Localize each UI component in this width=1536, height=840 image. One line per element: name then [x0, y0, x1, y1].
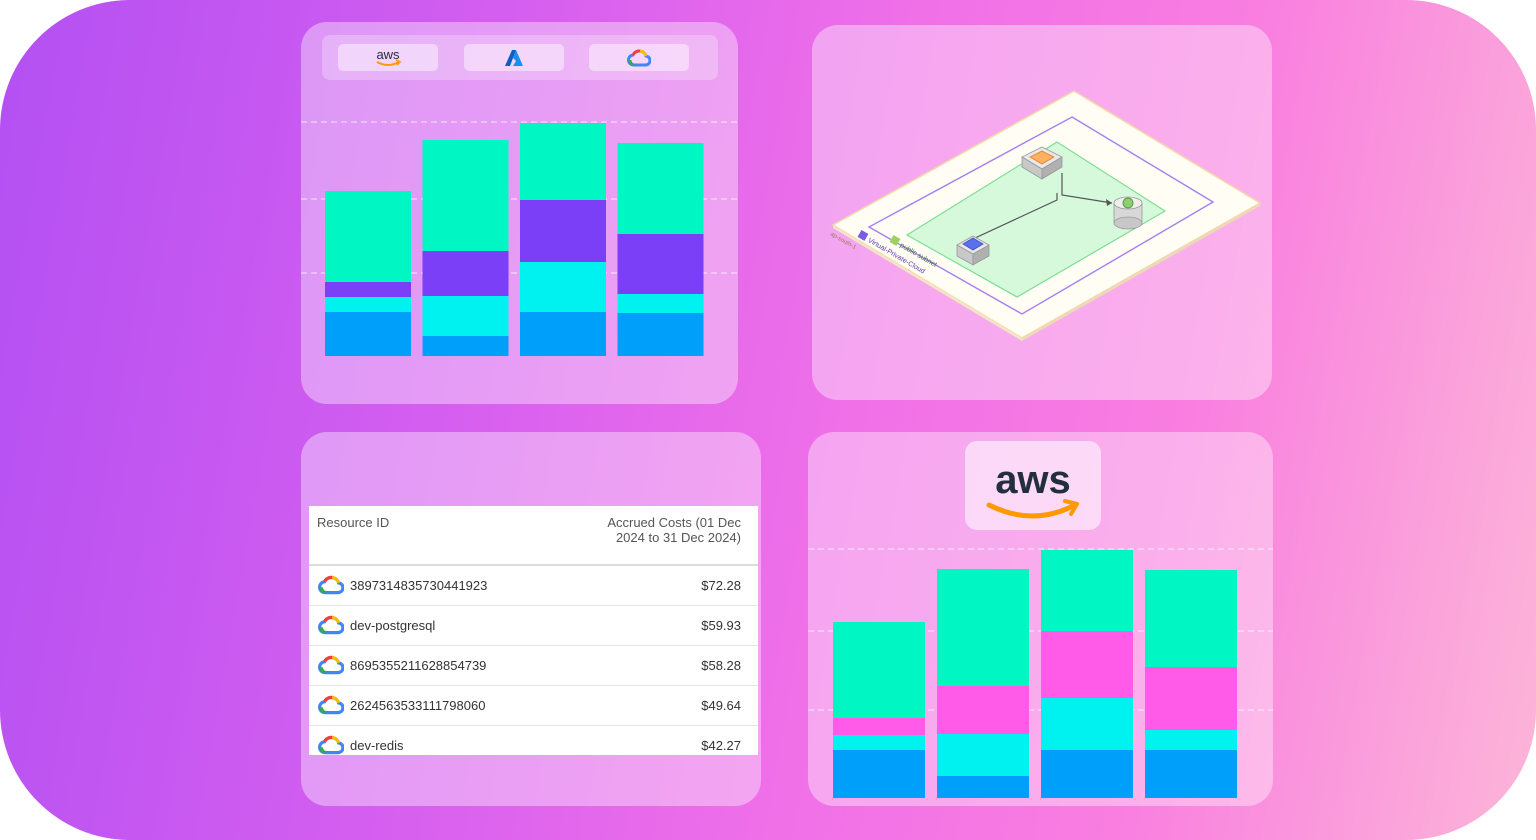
- provider-tab-google-cloud[interactable]: [589, 44, 689, 71]
- resource-cost: $49.64: [701, 698, 741, 713]
- bar-segment: [1041, 698, 1133, 750]
- resource-id: 3897314835730441923: [350, 578, 488, 593]
- bar-segment: [617, 294, 704, 313]
- aws-logo-icon: aws: [376, 47, 402, 66]
- bar-segment: [1145, 750, 1237, 798]
- resource-cost: $72.28: [701, 578, 741, 593]
- bar-segment: [422, 251, 509, 296]
- google-cloud-logo-icon: [318, 695, 344, 715]
- table-row[interactable]: 3897314835730441923 $72.28: [309, 566, 758, 606]
- bar-segment: [422, 336, 509, 356]
- aws-stacked-bar-chart: [808, 548, 1273, 798]
- infrastructure-diagram-card: public subnet Virtual-Private-Cloud ap-s…: [812, 25, 1272, 400]
- bar-segment: [1145, 730, 1237, 750]
- connector-line: [1061, 173, 1113, 204]
- bar-segment: [520, 123, 606, 200]
- svg-text:aws: aws: [995, 458, 1071, 502]
- vpc-boundary: [867, 116, 1215, 315]
- bar-segment: [325, 312, 411, 356]
- resource-id: 2624563533111798060: [350, 698, 486, 713]
- column-header-resource-id[interactable]: Resource ID: [317, 515, 390, 530]
- bar-segment: [325, 297, 411, 312]
- provider-selector: aws: [322, 35, 718, 80]
- bar-segment: [937, 569, 1029, 686]
- bar-segment: [617, 143, 704, 234]
- resource-id: dev-redis: [350, 738, 404, 753]
- azure-logo-icon: [505, 49, 523, 66]
- multi-cloud-cost-card: aws: [301, 22, 738, 404]
- bar-segment: [833, 750, 925, 798]
- aws-logo-icon: aws: [986, 458, 1079, 519]
- aws-badge: aws: [965, 441, 1101, 530]
- isometric-vpc-diagram: public subnet Virtual-Private-Cloud ap-s…: [829, 90, 1262, 341]
- bar-segment: [325, 282, 411, 297]
- bar-segment: [1041, 631, 1133, 698]
- table-row[interactable]: 8695355211628854739 $58.28: [309, 646, 758, 686]
- table-header: Resource ID Accrued Costs (01 Dec 2024 t…: [309, 506, 758, 566]
- compute-node-icon: [1021, 146, 1063, 180]
- svg-text:aws: aws: [376, 47, 400, 62]
- bar-segment: [325, 191, 411, 282]
- database-node-icon: [1113, 196, 1143, 230]
- bar-segment: [617, 234, 704, 294]
- google-cloud-logo-icon: [318, 655, 344, 675]
- resource-cost: $58.28: [701, 658, 741, 673]
- column-header-accrued-costs[interactable]: Accrued Costs (01 Dec 2024 to 31 Dec 202…: [607, 515, 741, 545]
- bar-segment: [833, 735, 925, 750]
- google-cloud-logo-icon: [318, 735, 344, 755]
- load-balancer-node-icon: [956, 235, 990, 266]
- bar-segment: [520, 312, 606, 356]
- resource-cost: $59.93: [701, 618, 741, 633]
- bar-segment: [937, 734, 1029, 776]
- bar-segment: [833, 622, 925, 718]
- bar-segment: [937, 686, 1029, 734]
- resource-id: 8695355211628854739: [350, 658, 487, 673]
- multi-cloud-stacked-bar-chart: [301, 121, 738, 356]
- provider-tab-azure[interactable]: [464, 44, 564, 71]
- bar-segment: [422, 296, 509, 336]
- bar-segment: [520, 262, 606, 312]
- google-cloud-logo-icon: [627, 49, 651, 66]
- table-row[interactable]: 2624563533111798060 $49.64: [309, 686, 758, 726]
- bar-segment: [833, 718, 925, 735]
- resource-cost-table: Resource ID Accrued Costs (01 Dec 2024 t…: [309, 506, 758, 755]
- table-row[interactable]: dev-postgresql $59.93: [309, 606, 758, 646]
- provider-tab-aws[interactable]: aws: [338, 44, 438, 71]
- bar-segment: [422, 140, 509, 251]
- bar-segment: [1145, 570, 1237, 667]
- google-cloud-logo-icon: [318, 575, 344, 595]
- bar-segment: [520, 200, 606, 262]
- resource-cost: $42.27: [701, 738, 741, 753]
- bar-segment: [1145, 667, 1237, 730]
- resource-cost-card: Resource ID Accrued Costs (01 Dec 2024 t…: [301, 432, 761, 806]
- google-cloud-logo-icon: [318, 615, 344, 635]
- bar-segment: [1041, 750, 1133, 798]
- bar-segment: [617, 313, 704, 356]
- table-row[interactable]: dev-redis $42.27: [309, 726, 758, 755]
- connector-line: [959, 193, 1058, 246]
- resource-id: dev-postgresql: [350, 618, 436, 633]
- bar-segment: [937, 776, 1029, 798]
- aws-cost-card: aws: [808, 432, 1273, 806]
- bar-segment: [1041, 550, 1133, 631]
